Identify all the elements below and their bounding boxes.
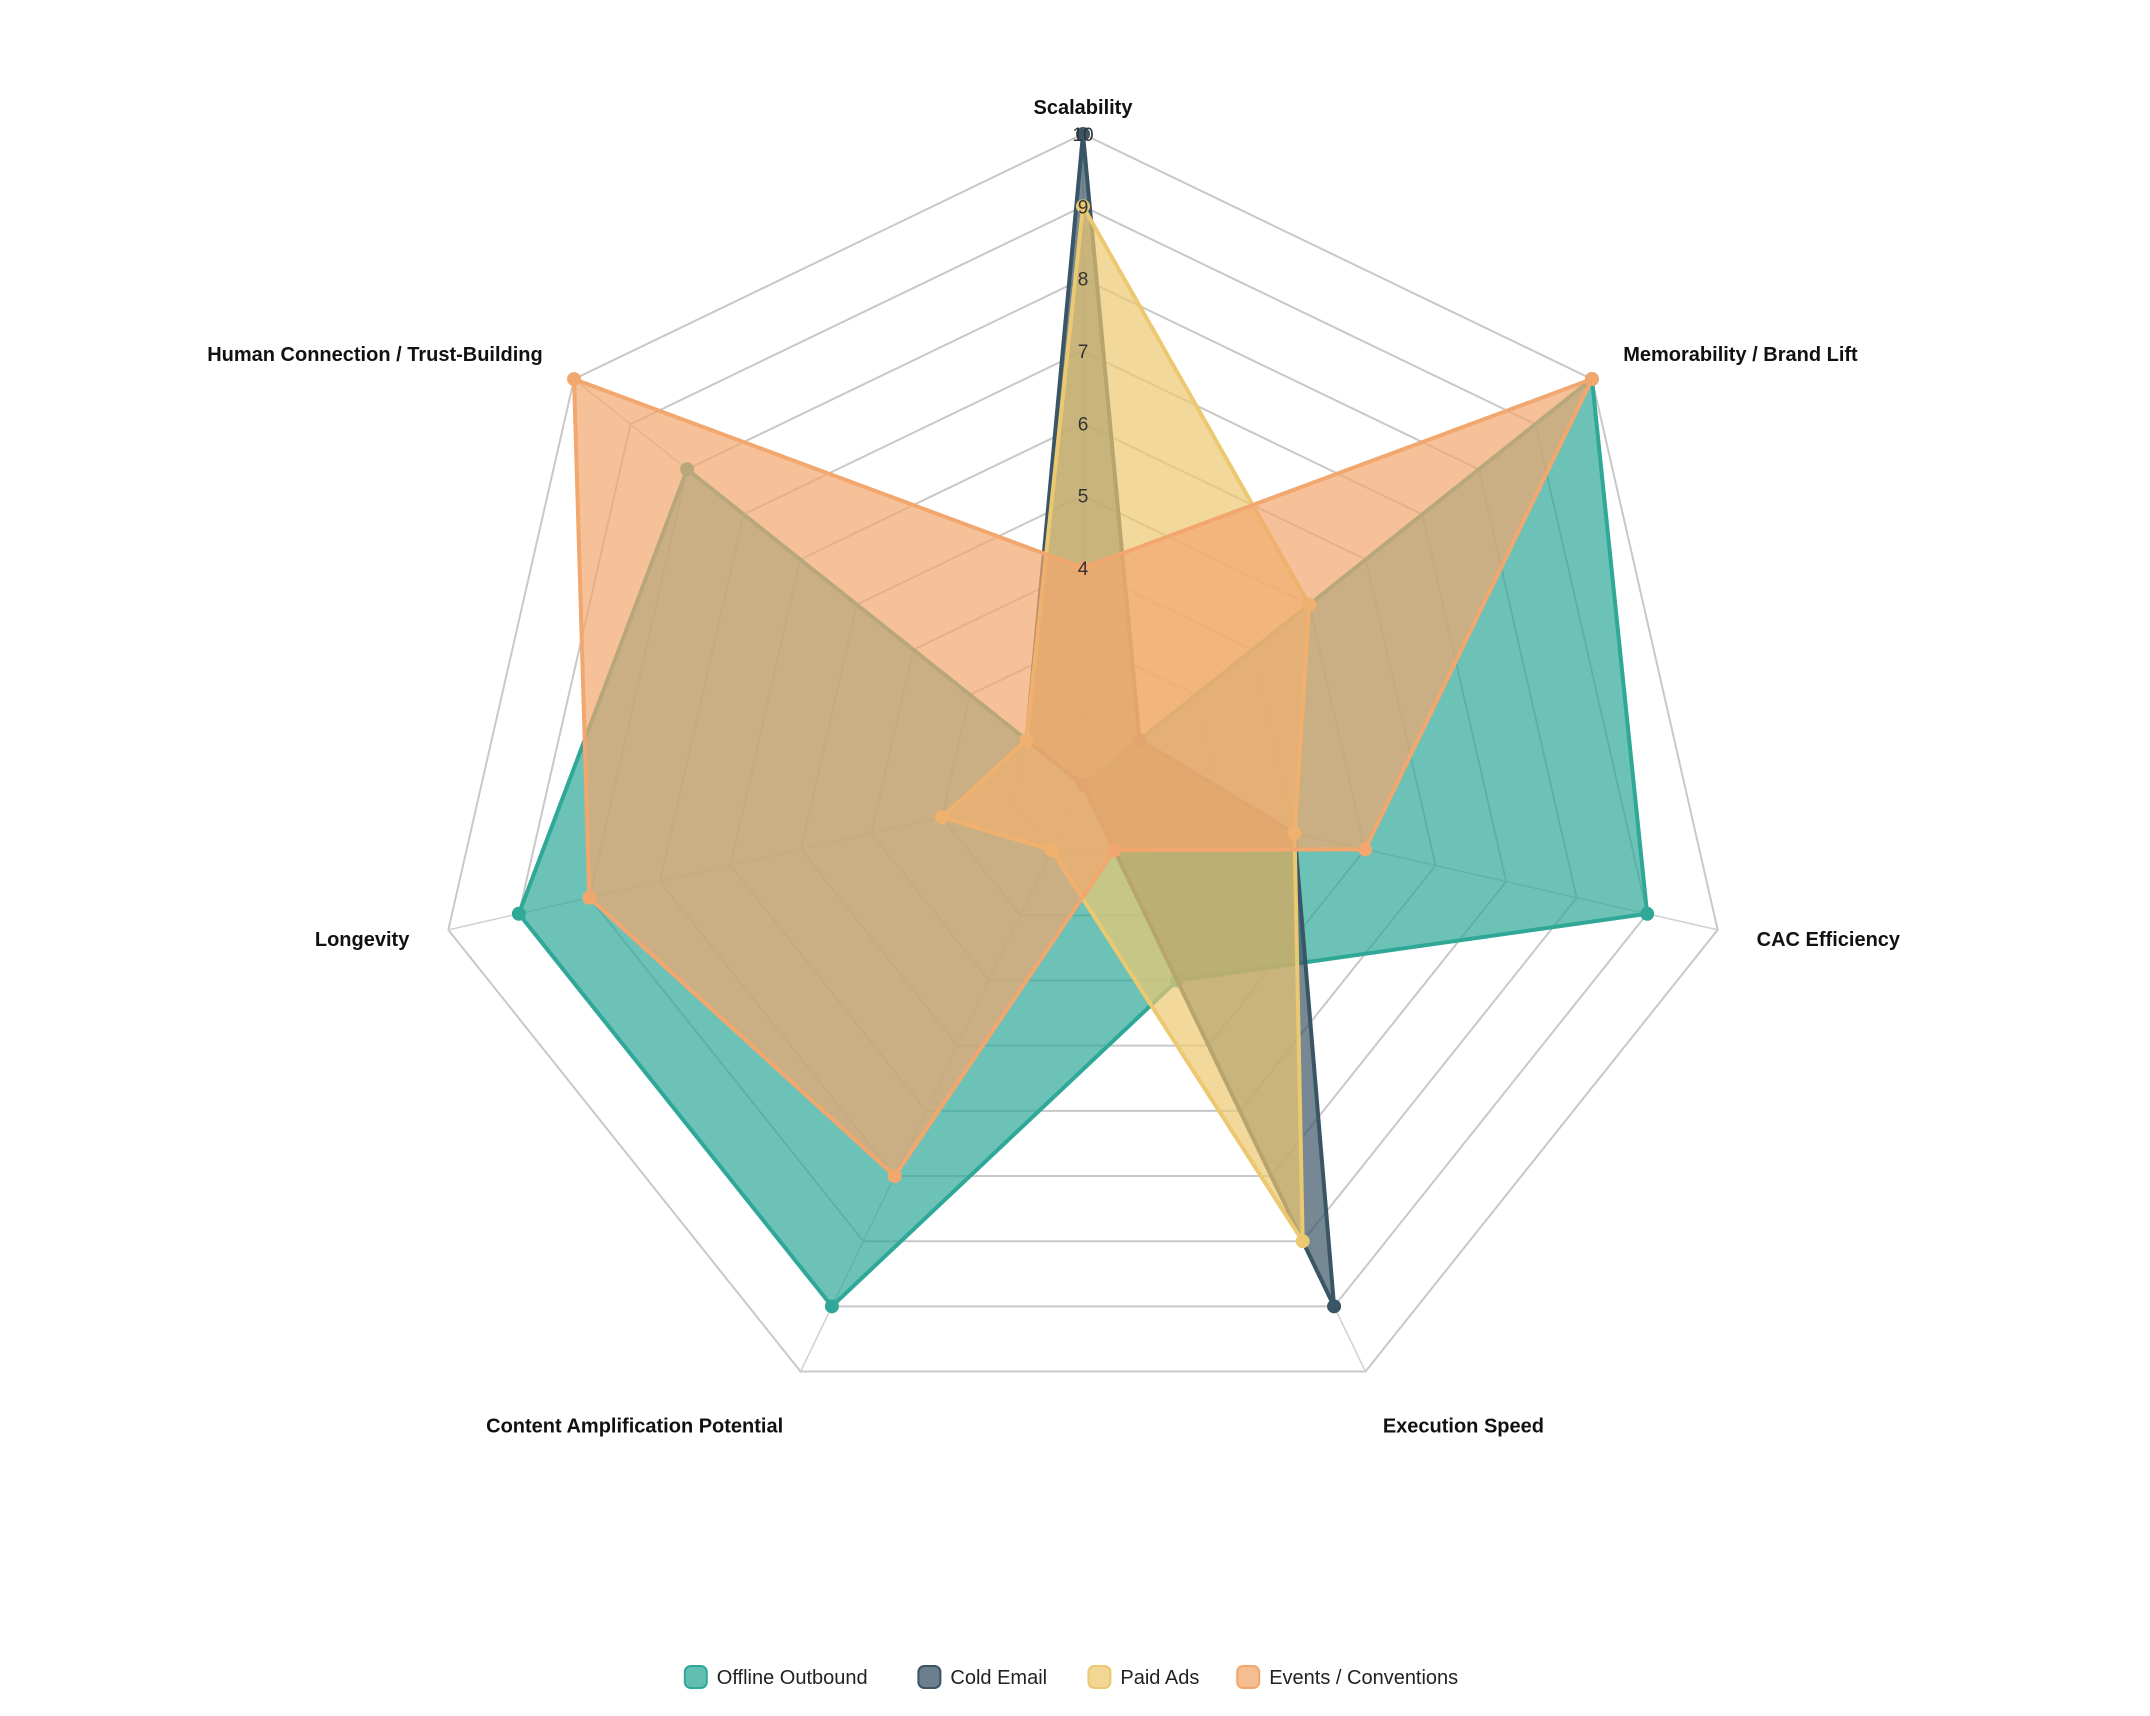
legend-swatch — [1087, 1665, 1112, 1689]
series-events-conventions — [567, 372, 1599, 1184]
data-point — [1076, 199, 1090, 214]
axis-label: Execution Speed — [1383, 1416, 1544, 1438]
legend-item[interactable]: Events / Conventions — [1236, 1665, 1458, 1689]
legend-swatch — [1236, 1665, 1261, 1689]
tick-label: 7 — [1078, 342, 1089, 363]
data-point — [1584, 372, 1599, 387]
legend: Offline Outbound Cold Email Paid Ads Events… — [683, 1665, 1458, 1689]
legend-swatch — [917, 1665, 942, 1689]
grid-ring-10 — [447, 132, 1719, 1373]
legend-label: Offline Outbound — [717, 1667, 868, 1689]
data-point — [1327, 1299, 1342, 1314]
axis-label: CAC Efficiency — [1757, 929, 1901, 951]
data-point — [1295, 1234, 1310, 1249]
tick-label: 6 — [1078, 414, 1089, 435]
legend-label: Paid Ads — [1120, 1667, 1199, 1689]
axis-label: Human Connection / Trust-Building — [207, 344, 543, 366]
legend-label: Events / Conventions — [1269, 1667, 1458, 1689]
tick-label: 5 — [1078, 487, 1089, 508]
tick-label: 9 — [1078, 197, 1089, 218]
data-point — [1640, 906, 1655, 921]
data-point — [582, 890, 597, 905]
data-point — [567, 372, 582, 387]
data-point — [1076, 561, 1090, 575]
tick-label: 8 — [1078, 270, 1089, 291]
axis-label: Memorability / Brand Lift — [1623, 344, 1858, 366]
data-point — [887, 1169, 902, 1184]
series-layer — [511, 127, 1655, 1314]
axis-labels: Scalability Memorability / Brand Lift CAC … — [207, 97, 1901, 1438]
data-point — [511, 906, 526, 921]
legend-item[interactable]: Paid Ads — [1087, 1665, 1199, 1689]
axis-label: Content Amplification Potential — [486, 1416, 783, 1438]
legend-item[interactable]: Cold Email — [917, 1665, 1047, 1689]
legend-item[interactable]: Offline Outbound — [683, 1665, 868, 1689]
tick-label: 10 — [1072, 125, 1093, 146]
legend-swatch — [683, 1665, 708, 1689]
data-point — [1076, 127, 1090, 141]
legend-label: Cold Email — [950, 1667, 1047, 1689]
data-point — [824, 1299, 839, 1314]
tick-labels: 4 5 6 7 8 9 10 — [1072, 125, 1093, 580]
series-area — [571, 375, 1596, 1180]
data-point — [1107, 843, 1122, 858]
data-point — [1358, 842, 1373, 857]
axis-label: Longevity — [315, 929, 410, 951]
tick-label: 4 — [1078, 559, 1089, 580]
axis-label: Scalability — [1034, 97, 1134, 119]
